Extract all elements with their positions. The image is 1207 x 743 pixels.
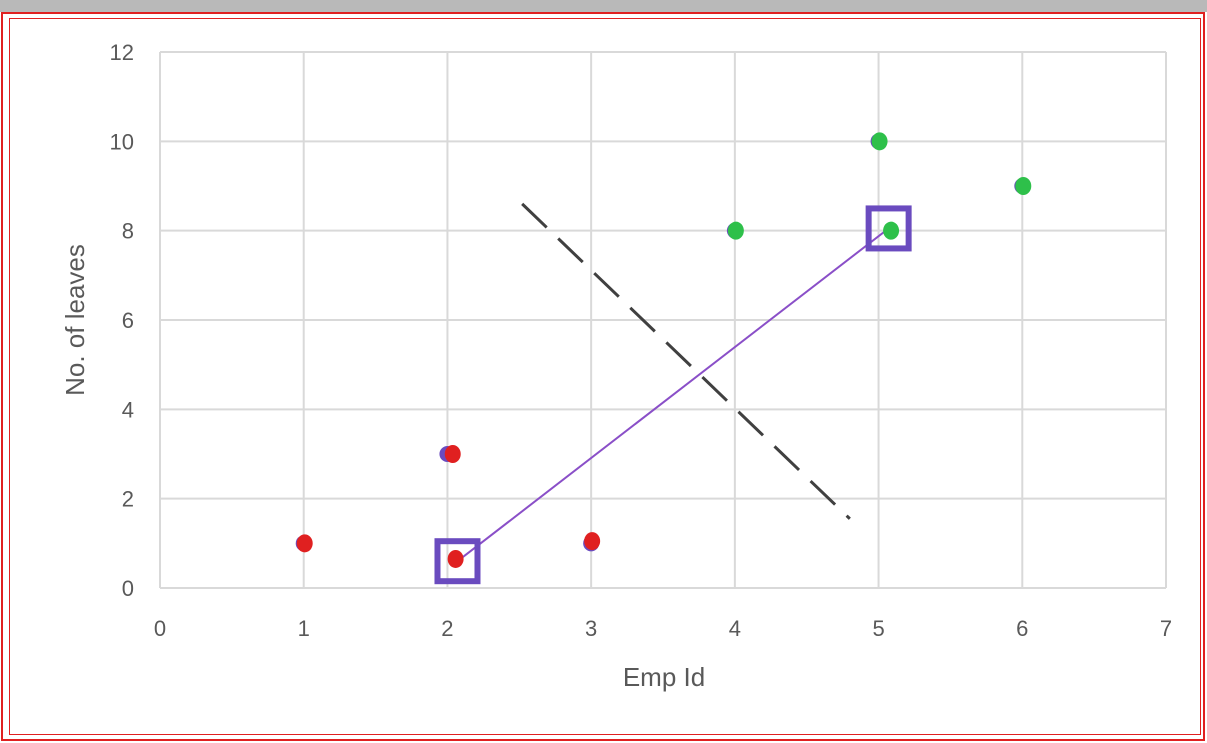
x-tick-label: 7	[1160, 616, 1172, 641]
x-tick-label: 6	[1016, 616, 1028, 641]
overlay-point	[296, 534, 313, 553]
x-tick-label: 3	[585, 616, 597, 641]
y-tick-label: 0	[122, 576, 134, 601]
y-tick-label: 2	[122, 487, 134, 512]
highlight-box	[865, 205, 912, 252]
window-top-bar	[0, 0, 1207, 12]
y-tick-label: 12	[110, 40, 134, 65]
connector-line	[456, 227, 890, 562]
overlay-point	[871, 132, 888, 151]
overlay-point	[444, 445, 461, 463]
overlay-point	[447, 549, 464, 568]
dashed-line	[521, 202, 851, 520]
y-tick-label: 4	[122, 397, 134, 422]
grid-lines	[159, 51, 1167, 589]
x-tick-labels: 0 1 2 3 4 5 6 7	[154, 616, 1172, 641]
overlay-point	[727, 221, 744, 240]
x-tick-label: 1	[298, 616, 310, 641]
highlight-boxes	[434, 205, 912, 585]
highlight-box	[434, 538, 481, 585]
annotation-lines	[456, 202, 890, 562]
y-tick-label: 8	[122, 219, 134, 244]
red-inner-border	[9, 18, 1201, 735]
overlay-point	[883, 221, 900, 240]
data-points	[295, 133, 1031, 552]
overlay-point	[584, 532, 601, 551]
x-tick-label: 2	[441, 616, 453, 641]
red-outer-border	[1, 12, 1205, 741]
y-tick-labels: 0 2 4 6 8 10 12	[110, 40, 134, 601]
overlay-points	[296, 132, 1032, 568]
x-tick-label: 5	[872, 616, 884, 641]
x-tick-label: 4	[729, 616, 741, 641]
y-tick-label: 6	[122, 308, 134, 333]
x-tick-label: 0	[154, 616, 166, 641]
y-tick-label: 10	[110, 129, 134, 154]
y-axis-title: No. of leaves	[60, 244, 90, 396]
overlay-point	[1015, 177, 1032, 195]
x-axis-title: Emp Id	[623, 662, 705, 692]
